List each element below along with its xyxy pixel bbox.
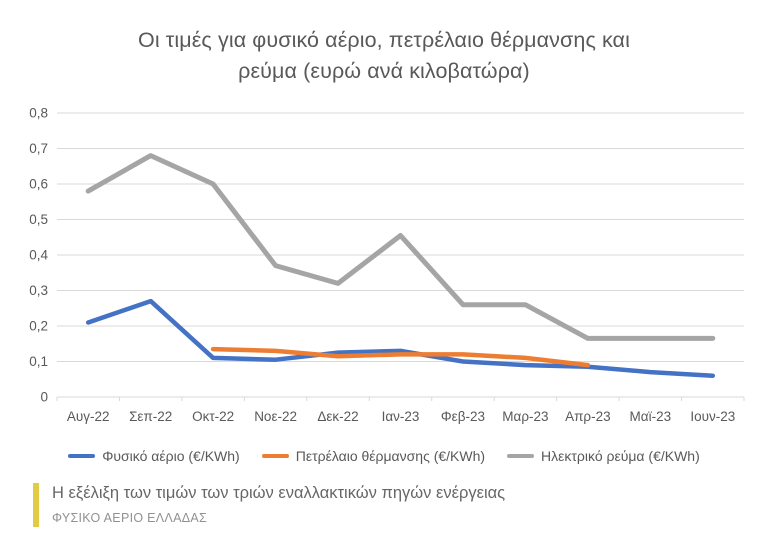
x-tick-label: Νοε-22 bbox=[254, 409, 297, 424]
legend-item-0: Φυσικό αέριο (€/KWh) bbox=[68, 448, 240, 464]
legend-line-marker-icon bbox=[68, 454, 96, 458]
x-tick-label: Οκτ-22 bbox=[192, 409, 234, 424]
x-tick-label: Φεβ-23 bbox=[441, 409, 485, 424]
series-line-1 bbox=[210, 346, 591, 368]
y-tick-label: 0,8 bbox=[29, 106, 48, 121]
figure-source: ΦΥΣΙΚΟ ΑΕΡΙΟ ΕΛΛΑΔΑΣ bbox=[52, 510, 208, 525]
y-tick-label: 0,7 bbox=[29, 141, 48, 156]
x-tick-label: Σεπ-22 bbox=[129, 409, 172, 424]
series-line-0 bbox=[85, 298, 716, 378]
legend-label: Πετρέλαιο θέρμανσης (€/KWh) bbox=[295, 448, 486, 464]
legend-label: Φυσικό αέριο (€/KWh) bbox=[102, 448, 240, 464]
legend-item-2: Ηλεκτρικό ρεύμα (€/KWh) bbox=[507, 448, 700, 464]
y-tick-label: 0,3 bbox=[29, 283, 48, 298]
chart-title-line1: Οι τιμές για φυσικό αέριο, πετρέλαιο θέρ… bbox=[138, 28, 630, 52]
figure-footer: Η εξέλιξη των τιμών των τριών εναλλακτικ… bbox=[33, 483, 748, 527]
figure-caption: Η εξέλιξη των τιμών των τριών εναλλακτικ… bbox=[52, 484, 506, 502]
x-tick-label: Αυγ-22 bbox=[67, 409, 110, 424]
y-tick-label: 0,5 bbox=[29, 212, 48, 227]
legend-line-marker-icon bbox=[507, 454, 535, 458]
x-tick-label: Δεκ-22 bbox=[317, 409, 358, 424]
legend-line-marker-icon bbox=[261, 454, 289, 458]
chart-title-line2: ρεύμα (ευρώ ανά κιλοβατώρα) bbox=[238, 58, 530, 83]
x-tick-label: Μαρ-23 bbox=[502, 409, 548, 424]
legend-label: Ηλεκτρικό ρεύμα (€/KWh) bbox=[541, 448, 700, 464]
footer-text: Η εξέλιξη των τιμών των τριών εναλλακτικ… bbox=[52, 483, 505, 527]
y-tick-label: 0 bbox=[40, 390, 48, 405]
y-tick-label: 0,4 bbox=[29, 248, 48, 263]
series-line-2 bbox=[85, 153, 716, 341]
accent-bar bbox=[33, 483, 39, 527]
y-tick-label: 0,1 bbox=[29, 354, 48, 369]
x-tick-label: Απρ-23 bbox=[565, 409, 611, 424]
x-tick-label: Μαϊ-23 bbox=[630, 409, 672, 424]
x-tick-label: Ιαν-23 bbox=[382, 409, 420, 424]
chart-legend: Φυσικό αέριο (€/KWh) Πετρέλαιο θέρμανσης … bbox=[0, 448, 768, 464]
x-tick-label: Ιουν-23 bbox=[690, 409, 735, 424]
chart-title: Οι τιμές για φυσικό αέριο, πετρέλαιο θέρ… bbox=[0, 25, 768, 86]
y-tick-label: 0,2 bbox=[29, 319, 48, 334]
y-tick-label: 0,6 bbox=[29, 177, 48, 192]
legend-item-1: Πετρέλαιο θέρμανσης (€/KWh) bbox=[261, 448, 486, 464]
